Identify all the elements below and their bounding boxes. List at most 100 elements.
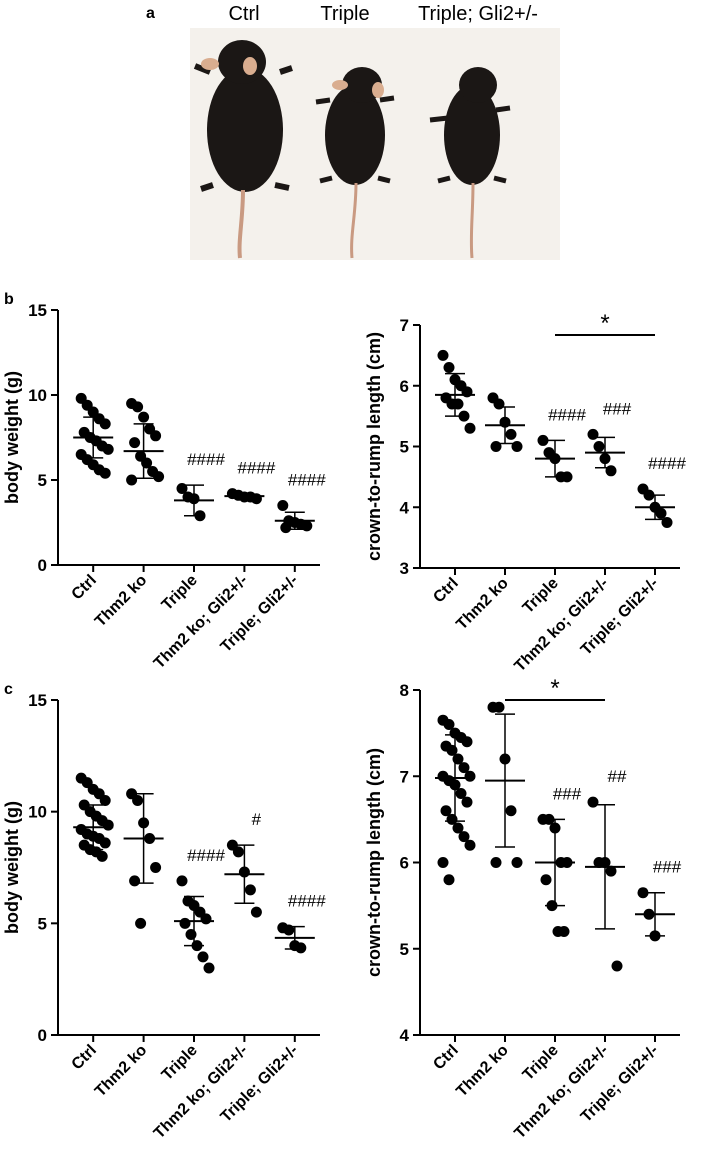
data-point — [102, 819, 114, 831]
data-point — [203, 962, 215, 974]
data-point — [587, 796, 599, 808]
data-point — [132, 795, 144, 806]
data-point — [295, 942, 307, 954]
data-point — [561, 471, 573, 483]
data-point — [179, 917, 191, 929]
data-point — [511, 441, 523, 452]
data-point — [150, 430, 162, 442]
y-tick-label: 10 — [28, 386, 47, 405]
data-point — [99, 418, 111, 430]
data-point — [153, 471, 165, 483]
y-tick-label: 6 — [400, 854, 409, 873]
significance-label: ### — [653, 858, 682, 877]
ear — [332, 80, 348, 90]
data-point — [661, 516, 673, 528]
data-point — [443, 874, 455, 886]
data-point — [440, 805, 452, 817]
y-tick-label: 6 — [400, 377, 409, 396]
data-point — [185, 929, 197, 940]
y-tick-label: 15 — [28, 301, 47, 320]
data-point — [437, 857, 449, 868]
data-point — [593, 441, 605, 452]
y-tick-label: 4 — [400, 498, 410, 517]
photo-label: Ctrl — [228, 3, 259, 25]
data-point — [129, 875, 141, 887]
y-axis-label: body weight (g) — [2, 801, 22, 934]
data-point — [458, 762, 470, 774]
data-point — [493, 398, 505, 410]
significance-label: #### — [648, 454, 686, 473]
significance-label: * — [600, 310, 609, 337]
data-point — [280, 522, 292, 534]
y-tick-label: 0 — [38, 556, 47, 575]
data-point — [200, 913, 212, 925]
y-tick-label: 7 — [400, 316, 409, 335]
data-point — [99, 467, 111, 479]
tail — [350, 182, 358, 259]
x-tick-label: Thm2 ko; Gli2+/- — [151, 1042, 251, 1142]
y-axis-label: body weight (g) — [2, 371, 22, 504]
x-tick-label: Triple — [520, 575, 562, 617]
y-tick-label: 0 — [38, 1026, 47, 1045]
photo-label: Triple — [320, 3, 369, 25]
y-tick-label: 15 — [28, 691, 47, 710]
data-point — [150, 862, 162, 873]
data-point — [505, 805, 517, 817]
x-tick-label: Ctrl — [430, 1042, 462, 1074]
data-point — [637, 887, 649, 899]
photo-label: Triple; Gli2+/- — [418, 3, 538, 25]
data-point — [511, 857, 523, 868]
data-point — [437, 349, 449, 361]
data-point — [452, 398, 464, 410]
data-point — [452, 822, 464, 834]
data-point — [197, 951, 209, 963]
data-point — [99, 837, 111, 849]
data-point — [138, 411, 150, 423]
x-tick-label: Triple — [520, 1042, 562, 1084]
x-tick-label: Thm2 ko; Gli2+/- — [511, 1042, 611, 1142]
data-point — [540, 874, 552, 886]
panel-label: c — [4, 681, 13, 698]
y-axis-label: crown-to-rump length (cm) — [364, 332, 384, 561]
panel-label: a — [146, 5, 155, 22]
data-point — [232, 846, 244, 858]
mouse-triple — [315, 67, 395, 185]
data-point — [132, 401, 144, 413]
data-point — [464, 422, 476, 434]
x-tick-label: Thm2 ko — [92, 572, 151, 631]
data-point — [96, 850, 108, 862]
data-point — [126, 474, 138, 486]
data-point — [605, 465, 617, 477]
data-point — [464, 770, 476, 782]
y-tick-label: 5 — [400, 940, 409, 959]
data-point — [605, 865, 617, 877]
data-point — [611, 960, 623, 972]
data-point — [135, 917, 147, 929]
data-point — [537, 434, 549, 446]
data-point — [505, 428, 517, 440]
data-point — [99, 795, 111, 806]
data-point — [443, 362, 455, 374]
significance-label: ### — [553, 784, 582, 803]
significance-label: #### — [237, 459, 275, 478]
y-tick-label: 8 — [400, 681, 409, 700]
x-tick-label: Triple — [159, 1042, 201, 1084]
x-tick-label: Thm2 ko — [453, 575, 512, 634]
significance-label: #### — [548, 405, 586, 424]
ear — [201, 58, 219, 70]
data-point — [493, 701, 505, 713]
data-point — [655, 507, 667, 519]
x-tick-label: Thm2 ko; Gli2+/- — [511, 575, 611, 675]
data-point — [464, 839, 476, 851]
tail — [469, 182, 475, 259]
x-tick-label: Thm2 ko — [92, 1042, 151, 1101]
y-tick-label: 5 — [38, 471, 47, 490]
data-point — [490, 441, 502, 452]
data-point — [244, 884, 256, 896]
tail — [237, 189, 245, 259]
significance-label: #### — [288, 471, 326, 490]
